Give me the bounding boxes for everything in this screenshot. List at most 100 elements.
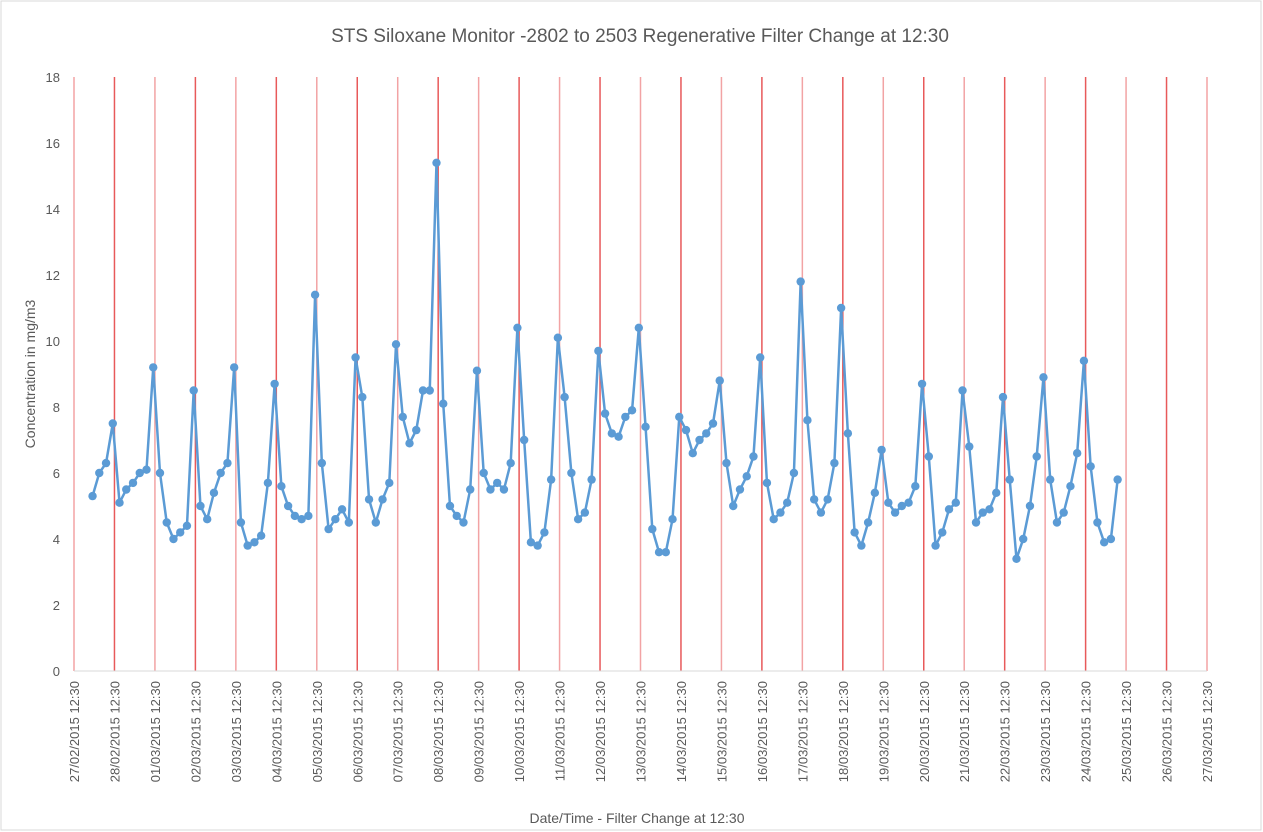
data-point [317, 458, 327, 468]
data-point [776, 508, 785, 517]
data-point [344, 518, 354, 527]
data-point [472, 366, 482, 375]
data-point [1012, 554, 1021, 563]
data-point [648, 524, 657, 534]
data-point [1032, 452, 1041, 461]
data-point [95, 468, 104, 478]
x-tick-label: 06/03/2015 12:30 [350, 681, 365, 782]
data-point [661, 548, 670, 557]
data-point [992, 488, 1001, 497]
x-tick-label: 07/03/2015 12:30 [391, 681, 406, 782]
data-point [850, 528, 859, 537]
data-point [452, 511, 461, 521]
data-point [492, 478, 502, 488]
x-tick-label: 04/03/2015 12:30 [269, 681, 284, 782]
data-point [176, 528, 185, 537]
data-point [310, 290, 320, 299]
x-tick-label: 14/03/2015 12:30 [674, 681, 689, 782]
data-point [580, 508, 590, 517]
data-point [951, 498, 960, 507]
data-point [836, 303, 846, 313]
data-point [782, 498, 792, 507]
data-point [439, 399, 448, 408]
data-point [1039, 373, 1048, 382]
data-point [202, 515, 212, 524]
data-point [857, 541, 866, 550]
data-point [290, 511, 300, 521]
data-point [371, 518, 380, 527]
data-point [182, 521, 192, 530]
data-point [1052, 518, 1062, 527]
x-tick-label: 11/03/2015 12:30 [553, 681, 568, 781]
data-point [1079, 356, 1089, 365]
data-point [594, 346, 603, 356]
data-point [466, 485, 475, 494]
y-tick-label: 14 [46, 202, 60, 217]
data-point [263, 478, 273, 488]
data-point [378, 495, 387, 504]
data-point [634, 323, 644, 332]
data-point [722, 458, 731, 468]
x-tick-label: 13/03/2015 12:30 [634, 681, 649, 782]
data-point [229, 363, 239, 372]
x-tick-label: 24/03/2015 12:30 [1079, 681, 1094, 782]
data-point [216, 468, 225, 478]
data-point [459, 518, 468, 527]
x-tick-label: 21/03/2015 12:30 [957, 681, 972, 782]
y-tick-label: 2 [53, 598, 60, 613]
x-tick-label: 01/03/2015 12:30 [148, 681, 163, 782]
data-point [931, 541, 940, 550]
data-point [115, 498, 124, 507]
data-point [621, 412, 630, 422]
data-point [695, 435, 704, 445]
data-point [702, 429, 711, 438]
data-point [573, 515, 583, 524]
x-tick-label: 18/03/2015 12:30 [836, 681, 851, 782]
data-point [540, 528, 549, 537]
y-tick-label: 4 [53, 532, 60, 547]
data-point [223, 458, 232, 468]
data-point [823, 495, 832, 504]
x-tick-label: 12/03/2015 12:30 [593, 681, 608, 782]
data-point [479, 468, 488, 478]
y-tick-label: 18 [46, 70, 60, 85]
data-point [1025, 501, 1035, 511]
data-point [1066, 482, 1075, 491]
data-point [128, 478, 138, 488]
data-point [911, 482, 920, 491]
x-tick-label: 23/03/2015 12:30 [1038, 681, 1053, 782]
data-point [162, 518, 171, 527]
data-point [351, 353, 360, 362]
data-point [607, 429, 617, 438]
data-point [715, 376, 724, 385]
data-point [324, 524, 333, 534]
data-point [533, 541, 542, 550]
x-tick-label: 27/03/2015 12:30 [1200, 681, 1215, 782]
data-point [425, 386, 434, 395]
data-point [88, 491, 97, 501]
x-tick-label: 28/02/2015 12:30 [107, 681, 122, 782]
y-tick-label: 0 [53, 664, 60, 679]
data-point [1072, 449, 1082, 458]
x-tick-label: 16/03/2015 12:30 [755, 681, 770, 782]
x-tick-label: 25/03/2015 12:30 [1119, 681, 1134, 782]
data-point [155, 468, 165, 478]
data-point [843, 429, 853, 438]
x-tick-label: 19/03/2015 12:30 [876, 681, 891, 782]
data-point [506, 458, 515, 468]
data-point [877, 445, 886, 455]
data-point [688, 449, 697, 458]
data-point [445, 501, 455, 511]
data-point [1113, 475, 1122, 484]
data-point [600, 409, 610, 418]
data-point [1099, 538, 1109, 547]
y-tick-label: 6 [53, 466, 60, 481]
data-point [412, 425, 421, 435]
data-point [1106, 534, 1116, 544]
data-point [270, 379, 279, 389]
data-point [668, 515, 677, 524]
data-point [1059, 508, 1068, 517]
chart-title: STS Siloxane Monitor -2802 to 2503 Regen… [331, 26, 949, 47]
data-point [250, 538, 259, 547]
data-point [756, 353, 765, 362]
